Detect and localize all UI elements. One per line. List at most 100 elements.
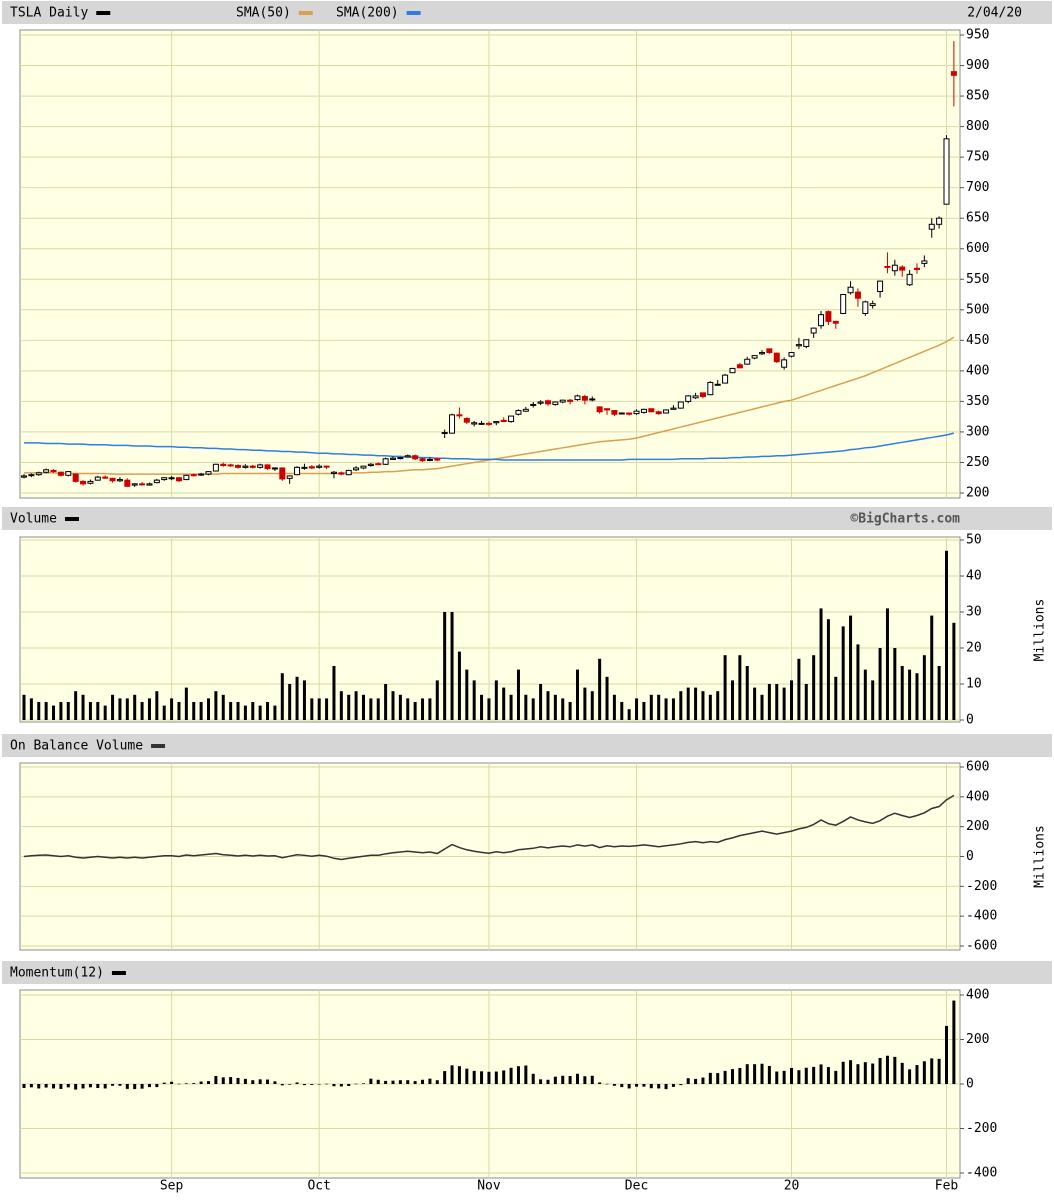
candle-body: [714, 383, 721, 386]
bar: [361, 1083, 365, 1084]
x-tick-label: Sep: [160, 1179, 184, 1194]
bar: [450, 612, 454, 720]
bar: [457, 1066, 461, 1084]
y-tick-label: 200: [966, 486, 989, 501]
bar: [192, 1083, 196, 1084]
bar: [922, 1061, 926, 1084]
candle-body: [574, 395, 581, 401]
bar: [59, 702, 63, 720]
bar: [369, 698, 373, 720]
candle-body: [131, 483, 138, 486]
bar: [871, 1063, 875, 1084]
candle-body: [862, 301, 869, 314]
candle-body: [884, 265, 891, 268]
bar: [229, 1077, 233, 1084]
bar: [605, 1083, 609, 1085]
candle-body: [301, 466, 308, 469]
bar: [398, 694, 402, 720]
bar: [406, 1080, 410, 1084]
bar: [745, 1064, 749, 1084]
candle-body: [670, 407, 677, 410]
candle-body: [803, 339, 810, 347]
candle-body: [567, 399, 574, 402]
candle-body: [316, 465, 323, 468]
candle-body: [139, 483, 146, 486]
candle-body: [685, 395, 692, 402]
candle-body: [146, 483, 153, 486]
y-tick-label: 350: [966, 394, 989, 409]
bar: [391, 691, 395, 720]
candle-body: [943, 138, 950, 205]
candle-body: [773, 352, 780, 363]
candle-body: [655, 411, 662, 415]
bar: [568, 702, 572, 720]
candle-body: [692, 395, 699, 399]
x-tick-label: Dec: [625, 1179, 648, 1194]
bar: [258, 705, 262, 720]
bar: [59, 1084, 63, 1089]
bar: [878, 648, 882, 720]
bar: [37, 702, 41, 720]
candle-body: [330, 471, 337, 474]
bar: [952, 622, 956, 720]
candle-body: [891, 264, 898, 272]
bar: [88, 1084, 92, 1088]
candle-body: [323, 465, 330, 468]
bar: [52, 705, 56, 720]
y-tick-label: 450: [966, 333, 989, 348]
bar: [568, 1075, 572, 1084]
bar: [797, 1070, 801, 1084]
bar: [103, 705, 107, 720]
candle-body: [877, 280, 884, 292]
panel-name: On Balance Volume: [10, 739, 143, 754]
candle-body: [271, 467, 278, 470]
source-label: ©BigCharts.com: [850, 512, 960, 527]
candle-body: [116, 479, 123, 482]
candle-body: [759, 352, 765, 355]
bar: [347, 1084, 351, 1087]
candle-body: [626, 412, 633, 415]
candle-body: [493, 421, 500, 424]
bar: [679, 691, 683, 720]
bar: [627, 1084, 631, 1089]
y-tick-label: 800: [966, 119, 989, 134]
candle-body: [412, 455, 419, 460]
legend-swatch: [298, 11, 313, 15]
bar: [184, 687, 188, 720]
bar: [908, 669, 912, 720]
bar: [162, 1082, 166, 1084]
bar: [952, 1000, 956, 1084]
candle-body: [471, 422, 478, 425]
candle-body: [168, 477, 175, 480]
bar: [922, 655, 926, 720]
candle-body: [434, 458, 441, 461]
y-axis-label: Millions: [1033, 825, 1048, 888]
bar: [605, 676, 609, 720]
bar: [66, 1084, 70, 1088]
bar: [369, 1078, 373, 1084]
header-bar: [2, 507, 1052, 530]
bar: [738, 655, 742, 720]
candle-body: [788, 352, 795, 357]
candle-body: [515, 410, 522, 415]
candle-body: [449, 414, 456, 434]
bar: [664, 1084, 668, 1090]
bar: [782, 687, 786, 720]
bar: [915, 673, 919, 720]
bar: [930, 615, 934, 720]
bar: [900, 1062, 904, 1084]
bar: [184, 1083, 188, 1084]
y-tick-label: 10: [966, 677, 982, 692]
y-tick-label: 700: [966, 180, 989, 195]
y-tick-label: 40: [966, 569, 982, 584]
bar: [945, 550, 948, 720]
bar: [834, 1070, 838, 1084]
bar: [295, 676, 299, 720]
candle-body: [220, 463, 227, 467]
obv-line: [23, 794, 955, 861]
candle-body: [308, 466, 315, 469]
candle-body: [729, 367, 736, 374]
candle-body: [618, 412, 625, 415]
bar: [642, 1084, 646, 1087]
bar: [391, 1080, 395, 1084]
